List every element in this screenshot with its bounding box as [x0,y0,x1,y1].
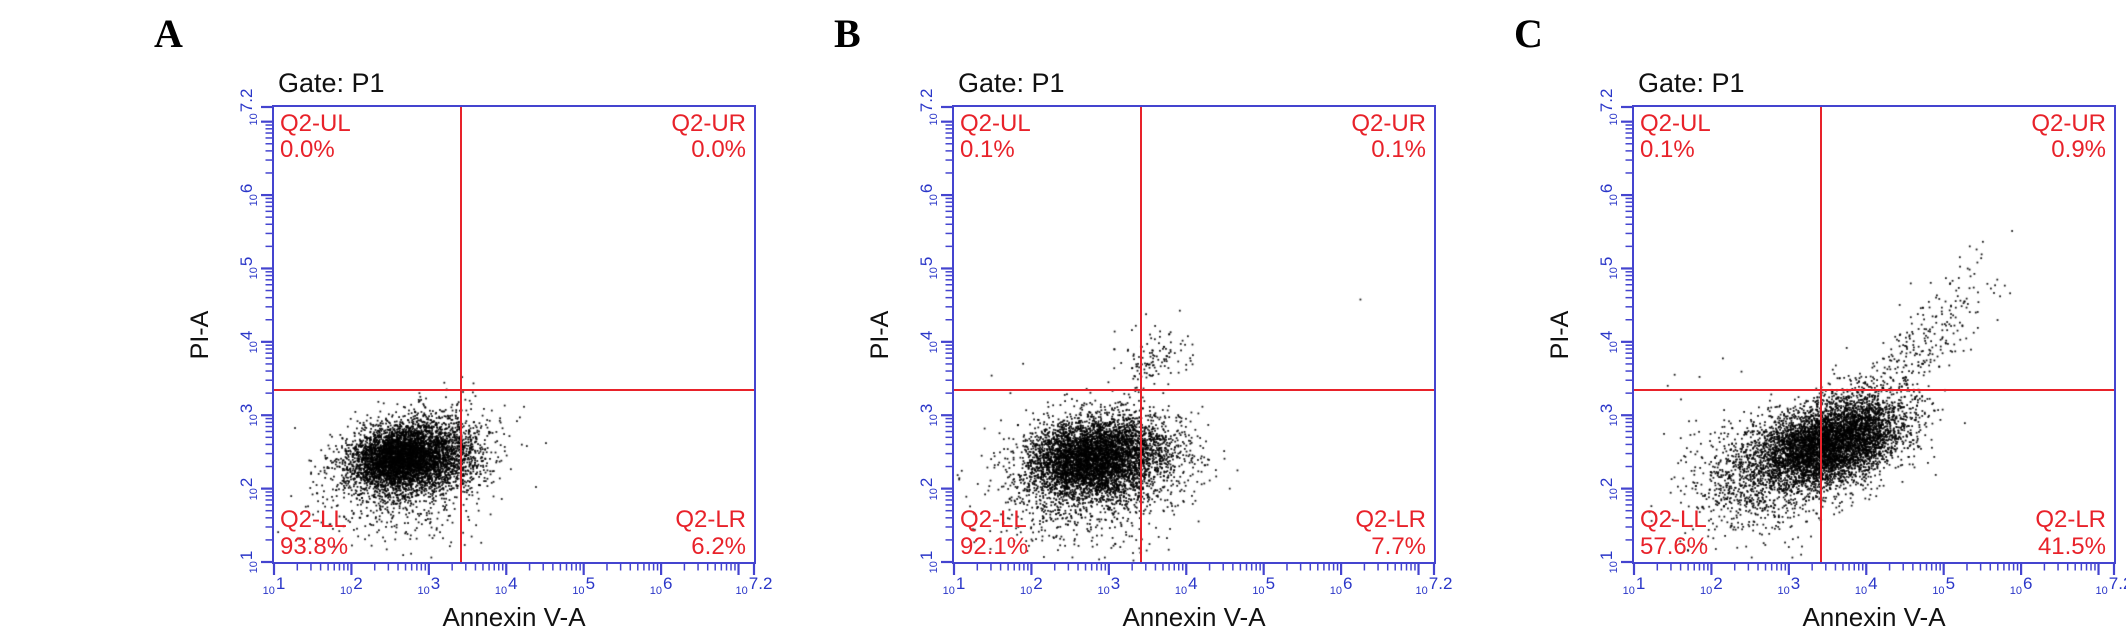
quadrant-gate-vertical [460,107,463,562]
quadrant-name: Q2-UL [280,110,351,137]
tick-label: 106 [1329,574,1353,597]
tick-label: 107.2 [2095,574,2126,597]
quadrant-name: Q2-LR [1355,506,1426,534]
quadrant-label-ul: Q2-UL 0.0% [280,110,351,164]
panel-letter: A [154,11,183,56]
quadrant-percent: 6.2% [691,532,746,560]
gate-label: Gate: P1 [1638,68,1745,98]
quadrant-label-ur: Q2-UR 0.1% [1351,110,1426,164]
plot-area: Q2-UL 0.1% Q2-UR 0.1% Q2-LL 92.1% Q2-LR … [941,105,1436,575]
tick-label: 102 [1700,574,1723,597]
x-tick-labels: 101 102 103 104 105 106 107.2 [943,572,1453,602]
tick-label: 101 [262,574,286,597]
quadrant-name: Q2-LR [675,506,746,534]
tick-label: 107.2 [735,574,773,597]
quadrant-name: Q2-UR [2031,110,2106,137]
quadrant-percent: 57.6% [1640,532,1709,560]
x-axis-title: Annexin V-A [442,602,586,632]
quadrant-label-lr: Q2-LR 41.5% [2035,506,2106,560]
quadrant-name: Q2-UR [671,110,746,137]
quadrant-label-ul: Q2-UL 0.1% [1640,110,1711,164]
tick-label: 103 [417,574,441,597]
quadrant-percent: 0.1% [960,136,1015,164]
gate-label: Gate: P1 [958,68,1065,98]
quadrant-name: Q2-LL [960,506,1027,534]
gate-label: Gate: P1 [278,68,385,98]
tick-label: 104 [1854,574,1878,597]
quadrant-label-lr: Q2-LR 7.7% [1355,506,1426,560]
axis-ticks [1621,105,2116,575]
axis-ticks [941,105,1436,575]
quadrant-percent: 0.1% [1640,136,1695,164]
quadrant-label-lr: Q2-LR 6.2% [675,506,746,560]
quadrant-percent: 0.0% [691,136,746,164]
quadrant-percent: 0.1% [1371,136,1426,164]
quadrant-name: Q2-UL [960,110,1031,137]
tick-label: 103 [1097,574,1121,597]
tick-label: 105 [572,574,596,597]
x-tick-labels: 101 102 103 104 105 106 107.2 [263,572,773,602]
tick-label: 102 [340,574,363,597]
quadrant-label-ll: Q2-LL 93.8% [280,506,349,560]
quadrant-label-ll: Q2-LL 57.6% [1640,506,1709,560]
quadrant-label-ll: Q2-LL 92.1% [960,506,1029,560]
scatter-points-canvas [954,107,1434,562]
x-tick-labels: 101 102 103 104 105 106 107.2 [1623,572,2126,602]
quadrant-percent: 41.5% [2037,532,2106,560]
plot-area: Q2-UL 0.0% Q2-UR 0.0% Q2-LL 93.8% Q2-LR … [261,105,756,575]
tick-label: 105 [1932,574,1956,597]
panel-letter: B [834,11,861,56]
quadrant-percent: 93.8% [280,532,349,560]
quadrant-name: Q2-LL [280,506,347,534]
quadrant-percent: 0.0% [280,136,335,164]
quadrant-gate-horizontal [1634,388,2114,391]
tick-label: 101 [1622,574,1646,597]
quadrant-percent: 92.1% [960,532,1029,560]
flow-panel-a: A Gate: P1 PI-A 101 102 103 104 105 106 107.2 … [120,0,800,641]
quadrant-gate-vertical [1140,107,1143,562]
quadrant-name: Q2-UL [1640,110,1711,137]
flow-panel-c: C Gate: P1 PI-A 101 102 103 104 105 106 107.2 … [1480,0,2126,641]
plot-area: Q2-UL 0.1% Q2-UR 0.9% Q2-LL 57.6% Q2-LR … [1621,105,2116,575]
panel-letter: C [1514,11,1543,56]
quadrant-gate-vertical [1820,107,1823,562]
quadrant-name: Q2-UR [1351,110,1426,137]
tick-label: 104 [1174,574,1198,597]
quadrant-percent: 0.9% [2051,136,2106,164]
scatter-points-canvas [274,107,754,562]
flow-panel-b: B Gate: P1 PI-A 101 102 103 104 105 106 107.2 … [800,0,1480,641]
x-axis-title: Annexin V-A [1122,602,1266,632]
x-axis-title: Annexin V-A [1802,602,1946,632]
tick-label: 107.2 [1415,574,1453,597]
tick-label: 101 [942,574,966,597]
quadrant-name: Q2-LL [1640,506,1707,534]
tick-label: 104 [494,574,518,597]
tick-label: 106 [649,574,673,597]
quadrant-percent: 7.7% [1371,532,1426,560]
quadrant-gate-horizontal [954,388,1434,391]
axis-ticks [261,105,756,575]
tick-label: 102 [1020,574,1043,597]
tick-label: 103 [1777,574,1801,597]
quadrant-gate-horizontal [274,388,754,391]
quadrant-name: Q2-LR [2035,506,2106,534]
tick-label: 106 [2009,574,2033,597]
quadrant-label-ur: Q2-UR 0.0% [671,110,746,164]
tick-label: 105 [1252,574,1276,597]
scatter-points-canvas [1634,107,2114,562]
quadrant-label-ul: Q2-UL 0.1% [960,110,1031,164]
quadrant-label-ur: Q2-UR 0.9% [2031,110,2106,164]
